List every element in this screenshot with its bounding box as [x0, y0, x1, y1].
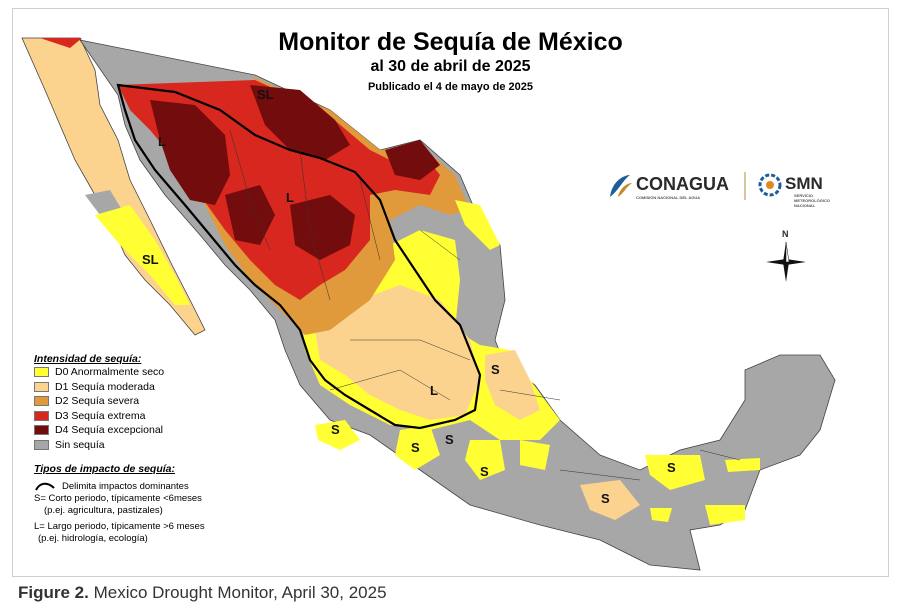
- map-label-s-3: S: [480, 464, 489, 479]
- legend-items: D0 Anormalmente seco D1 Sequía moderada D2…: [34, 365, 164, 452]
- legend-label: D0 Anormalmente seco: [55, 366, 165, 379]
- impact-line-icon: [35, 482, 55, 491]
- map-label-sl-baja: SL: [142, 252, 159, 267]
- legend-swatch: [34, 396, 49, 407]
- map-label-s-east: S: [491, 362, 500, 377]
- d4-sonora: [150, 100, 230, 205]
- d4-west: [225, 185, 275, 245]
- impact-heading: Tipos de impacto de sequía:: [34, 463, 176, 475]
- state-borders: [229, 129, 741, 481]
- legend-item: Sin sequía: [34, 438, 164, 453]
- legend-label: Sin sequía: [55, 438, 105, 451]
- legend-label: D1 Sequía moderada: [55, 380, 155, 393]
- legend-item: D2 Sequía severa: [34, 394, 164, 409]
- legend-swatch: [34, 425, 49, 436]
- impact-long-example: (p.ej. hidrología, ecología): [38, 533, 148, 544]
- impact-legend: Tipos de impacto de sequía: Delimita imp…: [34, 463, 274, 545]
- d4-north: [250, 85, 350, 160]
- d0-south-2: [465, 440, 505, 480]
- baja-north-red: [40, 38, 82, 48]
- legend-item: D0 Anormalmente seco: [34, 365, 164, 380]
- impact-line-row: Delimita impactos dominantes: [34, 481, 274, 493]
- smn-logo-text: SMN: [785, 174, 823, 193]
- d4-northeast: [385, 140, 440, 180]
- impact-short-example: (p.ej. agricultura, pastizales): [44, 505, 163, 516]
- d0-south-3: [520, 440, 550, 470]
- d0-yucatan: [725, 458, 760, 472]
- map-subtitle: al 30 de abril de 2025: [370, 58, 531, 75]
- smn-logo-icon: [758, 173, 782, 197]
- impact-short-label: S= Corto periodo, típicamente <6meses: [34, 493, 202, 504]
- map-label-s-jalisco: S: [331, 422, 340, 437]
- conagua-logo-subtitle: COMISIÓN NACIONAL DEL AGUA: [636, 195, 701, 200]
- publication-date: Publicado el 4 de mayo de 2025: [367, 81, 534, 93]
- d0-oaxaca-2: [650, 508, 672, 522]
- d0-chiapas: [705, 505, 745, 525]
- legend-swatch: [34, 381, 49, 392]
- d0-east-gulf: [455, 200, 500, 250]
- impact-line-label: Delimita impactos dominantes: [62, 481, 189, 492]
- d0-south-jalisco: [315, 420, 360, 450]
- map-title: Monitor de Sequía de México: [278, 28, 623, 56]
- baja-yellow-zone: [95, 205, 190, 305]
- map-label-l-sonora: L: [158, 134, 166, 149]
- smn-logo-subtitle: SERVICIO METEOROLÓGICO NACIONAL: [794, 193, 830, 208]
- d1-central: [315, 285, 480, 420]
- map-label-l-chihuahua: L: [286, 190, 294, 205]
- legend-label: D3 Sequía extrema: [55, 409, 146, 422]
- legend-swatch: [34, 367, 49, 378]
- caption-text: Mexico Drought Monitor, April 30, 2025: [88, 583, 387, 602]
- map-label-s-oaxaca: S: [601, 491, 610, 506]
- d1-oaxaca: [580, 480, 640, 520]
- d0-tabasco: [645, 455, 705, 490]
- drought-legend: Intensidad de sequía: D0 Anormalmente se…: [34, 353, 164, 452]
- map-label-s-tabasco: S: [667, 460, 676, 475]
- d4-chihuahua: [290, 195, 355, 260]
- caption-label: Figure 2.: [18, 583, 89, 602]
- d0-south-1: [395, 425, 440, 470]
- legend-swatch: [34, 439, 49, 450]
- map-label-l-center: L: [430, 383, 438, 398]
- conagua-logo-icon: [610, 175, 632, 197]
- map-label-sl-north: SL: [257, 87, 274, 102]
- compass-rose: [766, 241, 806, 282]
- figure-caption: Figure 2. Mexico Drought Monitor, April …: [18, 583, 387, 603]
- impact-boundary-line: [116, 83, 482, 430]
- legend-swatch: [34, 410, 49, 421]
- d1-east: [485, 350, 540, 420]
- impact-long-label: L= Largo periodo, típicamente >6 meses: [34, 521, 205, 532]
- map-label-s-2: S: [445, 432, 454, 447]
- legend-heading: Intensidad de sequía:: [34, 353, 142, 365]
- compass-north-label: N: [782, 229, 789, 239]
- baja-gray-zone: [85, 190, 125, 215]
- legend-item: D4 Sequía excepcional: [34, 423, 164, 438]
- legend-item: D1 Sequía moderada: [34, 380, 164, 395]
- conagua-logo-text: CONAGUA: [636, 174, 729, 194]
- legend-item: D3 Sequía extrema: [34, 409, 164, 424]
- map-label-s-1: S: [411, 440, 420, 455]
- legend-label: D2 Sequía severa: [55, 395, 140, 408]
- legend-label: D4 Sequía excepcional: [55, 424, 163, 437]
